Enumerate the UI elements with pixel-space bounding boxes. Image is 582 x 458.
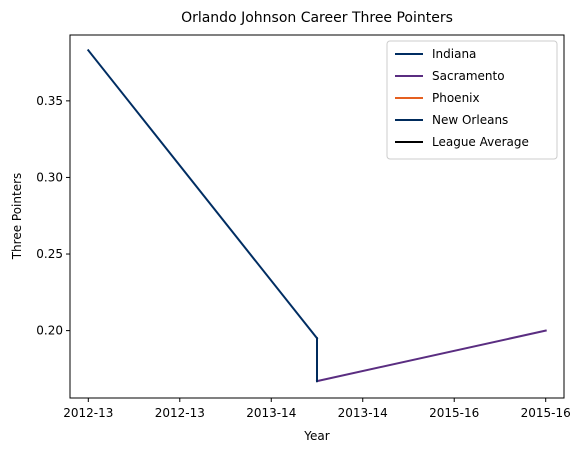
x-tick-label: 2015-16 [429,406,479,420]
y-axis-ticks: 0.20 0.25 0.30 0.35 [36,94,70,338]
series-line-1 [315,329,547,383]
x-axis-ticks: 2012-13 2012-13 2013-14 2013-14 2015-16 2015-… [63,398,571,420]
x-tick-label: 2013-14 [338,406,388,420]
y-axis-label: Three Pointers [10,173,24,261]
x-axis-label: Year [303,429,329,443]
legend-label: League Average [432,135,529,149]
x-tick-label: 2012-13 [63,406,113,420]
series-layer [86,48,547,383]
y-tick-label: 0.20 [36,324,63,338]
chart-title: Orlando Johnson Career Three Pointers [181,10,453,26]
legend-label: Phoenix [432,91,480,105]
legend-label: Sacramento [432,69,505,83]
plot-frame [69,34,565,399]
legend-label: New Orleans [432,113,508,127]
legend: Indiana Sacramento Phoenix New Orleans Leagu… [386,40,558,160]
series-line-0 [86,48,319,340]
x-tick-label: 2013-14 [246,406,296,420]
legend-box [386,40,558,160]
y-tick-label: 0.35 [36,94,63,108]
y-tick-label: 0.30 [36,170,63,184]
x-tick-label: 2012-13 [155,406,205,420]
y-tick-label: 0.25 [36,247,63,261]
legend-label: Indiana [432,47,476,61]
x-tick-label: 2015-16 [521,406,571,420]
